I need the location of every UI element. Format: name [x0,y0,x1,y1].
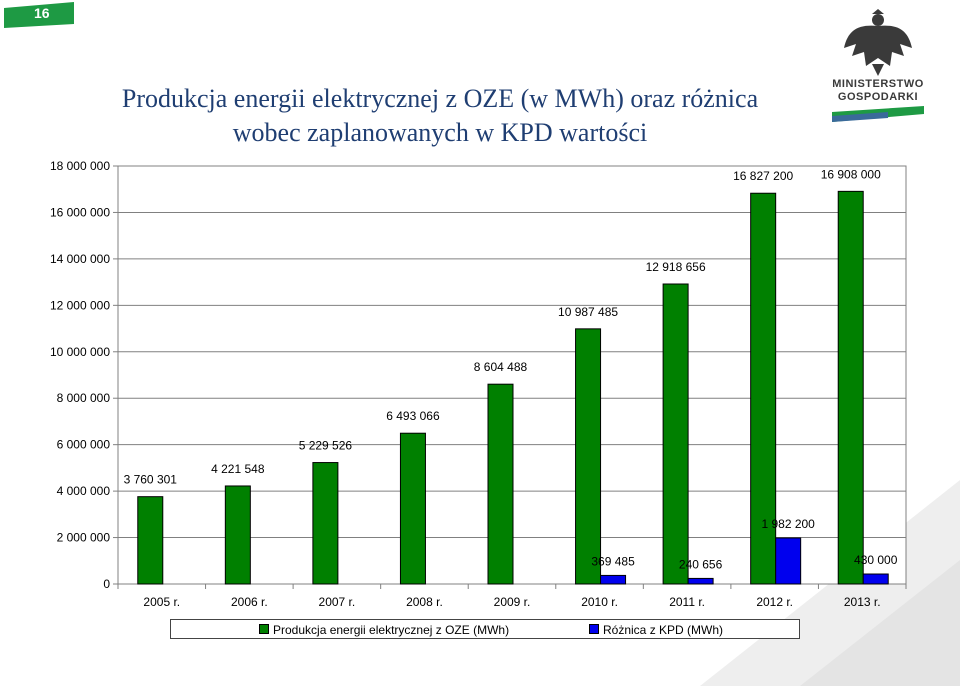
legend-label-difference: Różnica z KPD (MWh) [603,623,724,637]
data-label-production: 6 493 066 [386,409,440,423]
chart-legend: Produkcja energii elektrycznej z OZE (MW… [170,619,800,639]
y-tick-label: 0 [103,577,110,591]
x-tick-label: 2005 r. [143,595,180,609]
legend-item-difference: Różnica z KPD (MWh) [589,623,723,637]
x-tick-label: 2013 r. [844,595,881,609]
bar-production [575,328,602,585]
y-axis: 0 2 000 000 4 000 000 6 000 000 8 000 000 10 … [50,159,118,591]
data-label-production: 10 987 485 [558,305,618,319]
x-tick-label: 2007 r. [319,595,356,609]
y-tick-label: 6 000 000 [57,438,111,452]
page-number: 16 [34,5,50,21]
data-label-difference: 240 656 [679,557,723,571]
bar-production [224,485,251,585]
page-number-badge: 16 [4,2,74,28]
slide-title-line1: Produkcja energii elektrycznej z OZE (w … [121,84,759,113]
y-tick-label: 14 000 000 [50,252,110,266]
bar-difference [687,577,714,585]
legend-label-production: Produkcja energii elektrycznej z OZE (MW… [273,623,510,637]
x-tick-label: 2011 r. [669,595,705,609]
bar-difference [600,574,627,585]
slide-title-line2: wobec zaplanowanych w KPD wartości [232,118,648,147]
y-tick-label: 16 000 000 [50,205,110,219]
bar-production [399,432,426,585]
x-axis: 2005 r. 2006 r. 2007 r. 2008 r. 2009 r. 2010 … [117,584,907,609]
x-tick-label: 2009 r. [494,595,531,609]
bar-difference [862,573,889,585]
y-tick-label: 18 000 000 [50,159,110,173]
data-label-production: 5 229 526 [299,439,353,453]
page-badge-shape [4,2,74,28]
data-label-production: 8 604 488 [474,360,528,374]
y-tick-label: 4 000 000 [57,484,111,498]
data-label-difference: 1 982 200 [761,517,815,531]
data-label-production: 16 908 000 [821,167,881,181]
bars [137,190,889,585]
data-label-production: 4 221 548 [211,462,265,476]
data-label-production: 16 827 200 [733,169,793,183]
logo-underline [832,106,924,122]
data-label-difference: 430 000 [854,553,898,567]
bar-production [837,190,864,585]
eagle-emblem-icon [844,9,912,76]
y-tick-label: 10 000 000 [50,345,110,359]
legend-item-production: Produkcja energii elektrycznej z OZE (MW… [259,623,509,637]
slide-title: Produkcja energii elektrycznej z OZE (w … [60,82,820,150]
legend-swatch-production [259,624,269,634]
data-label-difference: 369 485 [591,554,635,568]
data-label-production: 3 760 301 [124,473,178,487]
ministry-logo: MINISTERSTWO GOSPODARKI [828,8,928,123]
bar-production [137,496,164,585]
y-tick-label: 8 000 000 [57,391,111,405]
y-tick-label: 2 000 000 [57,531,111,545]
x-tick-label: 2012 r. [756,595,793,609]
y-tick-label: 12 000 000 [50,298,110,312]
bar-difference [775,537,802,585]
x-tick-label: 2006 r. [231,595,268,609]
data-labels: 3 760 301 4 221 548 5 229 526 6 493 066 8 60… [124,167,898,571]
bar-production [312,462,339,585]
bar-production [487,383,514,585]
x-tick-label: 2010 r. [581,595,618,609]
x-tick-label: 2008 r. [406,595,443,609]
bar-production [662,283,689,585]
logo-text-line2: GOSPODARKI [837,91,919,103]
data-label-production: 12 918 656 [646,260,706,274]
legend-swatch-difference [589,624,599,634]
logo-text-line1: MINISTERSTWO [832,78,924,90]
bar-production [750,192,777,585]
